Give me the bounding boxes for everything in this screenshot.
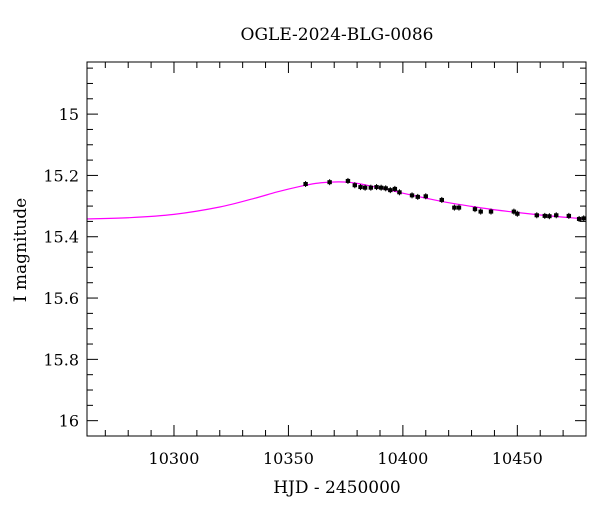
point-marker <box>534 213 539 218</box>
data-point <box>303 181 308 188</box>
point-marker <box>581 216 586 221</box>
point-marker <box>415 194 420 199</box>
y-tick-label: 15.6 <box>43 289 79 308</box>
data-point <box>383 185 388 192</box>
point-marker <box>303 182 308 187</box>
point-marker <box>388 188 393 193</box>
point-marker <box>378 185 384 190</box>
point-marker <box>542 213 547 218</box>
tick-labels: 10300 10350 10400 10450 15 15.2 15.4 15.6 15.8 16 <box>43 105 542 468</box>
axis-ticks <box>87 62 587 437</box>
point-marker <box>452 205 457 210</box>
point-marker <box>547 214 552 219</box>
data-point <box>554 212 559 219</box>
data-point <box>472 206 478 213</box>
data-point <box>368 184 374 191</box>
data-point <box>566 212 572 219</box>
point-marker <box>383 186 388 191</box>
point-marker <box>554 213 559 218</box>
x-tick-label: 10350 <box>263 449 314 468</box>
point-marker <box>368 185 374 190</box>
y-tick-label: 15 <box>59 105 79 124</box>
data-point <box>439 196 444 203</box>
y-axis-label: I magnitude <box>11 198 31 302</box>
plot-frame <box>86 61 587 437</box>
data-point <box>345 177 351 184</box>
point-marker <box>515 211 520 216</box>
point-marker <box>566 213 572 218</box>
data-point <box>352 182 358 189</box>
y-tick-label: 15.4 <box>43 228 79 247</box>
data-point <box>358 184 363 191</box>
data-point <box>581 215 586 222</box>
data-point <box>388 187 393 194</box>
point-marker <box>511 209 517 214</box>
y-tick-label: 15.8 <box>43 350 79 369</box>
data-point <box>378 184 384 191</box>
x-tick-label: 10400 <box>377 449 428 468</box>
point-marker <box>327 180 332 185</box>
data-point <box>397 189 402 196</box>
data-point <box>327 179 332 186</box>
point-marker <box>362 185 368 190</box>
point-marker <box>472 207 478 212</box>
model-curve <box>87 181 586 220</box>
x-tick-label: 10450 <box>492 449 543 468</box>
point-marker <box>423 194 428 199</box>
point-marker <box>409 193 415 198</box>
data-point <box>392 185 398 192</box>
data-point <box>478 208 483 215</box>
point-marker <box>374 185 379 190</box>
point-marker <box>576 216 582 221</box>
point-marker <box>397 190 402 195</box>
data-point <box>542 212 547 219</box>
data-point <box>362 184 368 191</box>
point-marker <box>456 205 462 210</box>
y-tick-label: 16 <box>59 412 79 431</box>
data-points <box>303 177 586 222</box>
data-point <box>511 208 517 215</box>
data-point <box>374 184 379 191</box>
chart-title: OGLE-2024-BLG-0086 <box>241 25 434 45</box>
point-marker <box>488 209 494 214</box>
x-axis-label: HJD - 2450000 <box>273 478 401 498</box>
point-marker <box>352 183 358 188</box>
data-point <box>456 204 462 211</box>
data-point <box>415 193 420 200</box>
data-point <box>576 215 582 222</box>
data-point <box>547 213 552 220</box>
data-point <box>534 212 539 219</box>
data-point <box>423 193 428 200</box>
point-marker <box>478 209 483 214</box>
data-point <box>452 204 457 211</box>
point-marker <box>358 185 363 190</box>
data-point <box>488 208 494 215</box>
y-tick-label: 15.2 <box>43 166 79 185</box>
point-marker <box>345 178 351 183</box>
x-tick-label: 10300 <box>149 449 200 468</box>
data-point <box>515 210 520 217</box>
data-point <box>409 192 415 199</box>
point-marker <box>439 197 444 202</box>
point-marker <box>392 186 398 191</box>
